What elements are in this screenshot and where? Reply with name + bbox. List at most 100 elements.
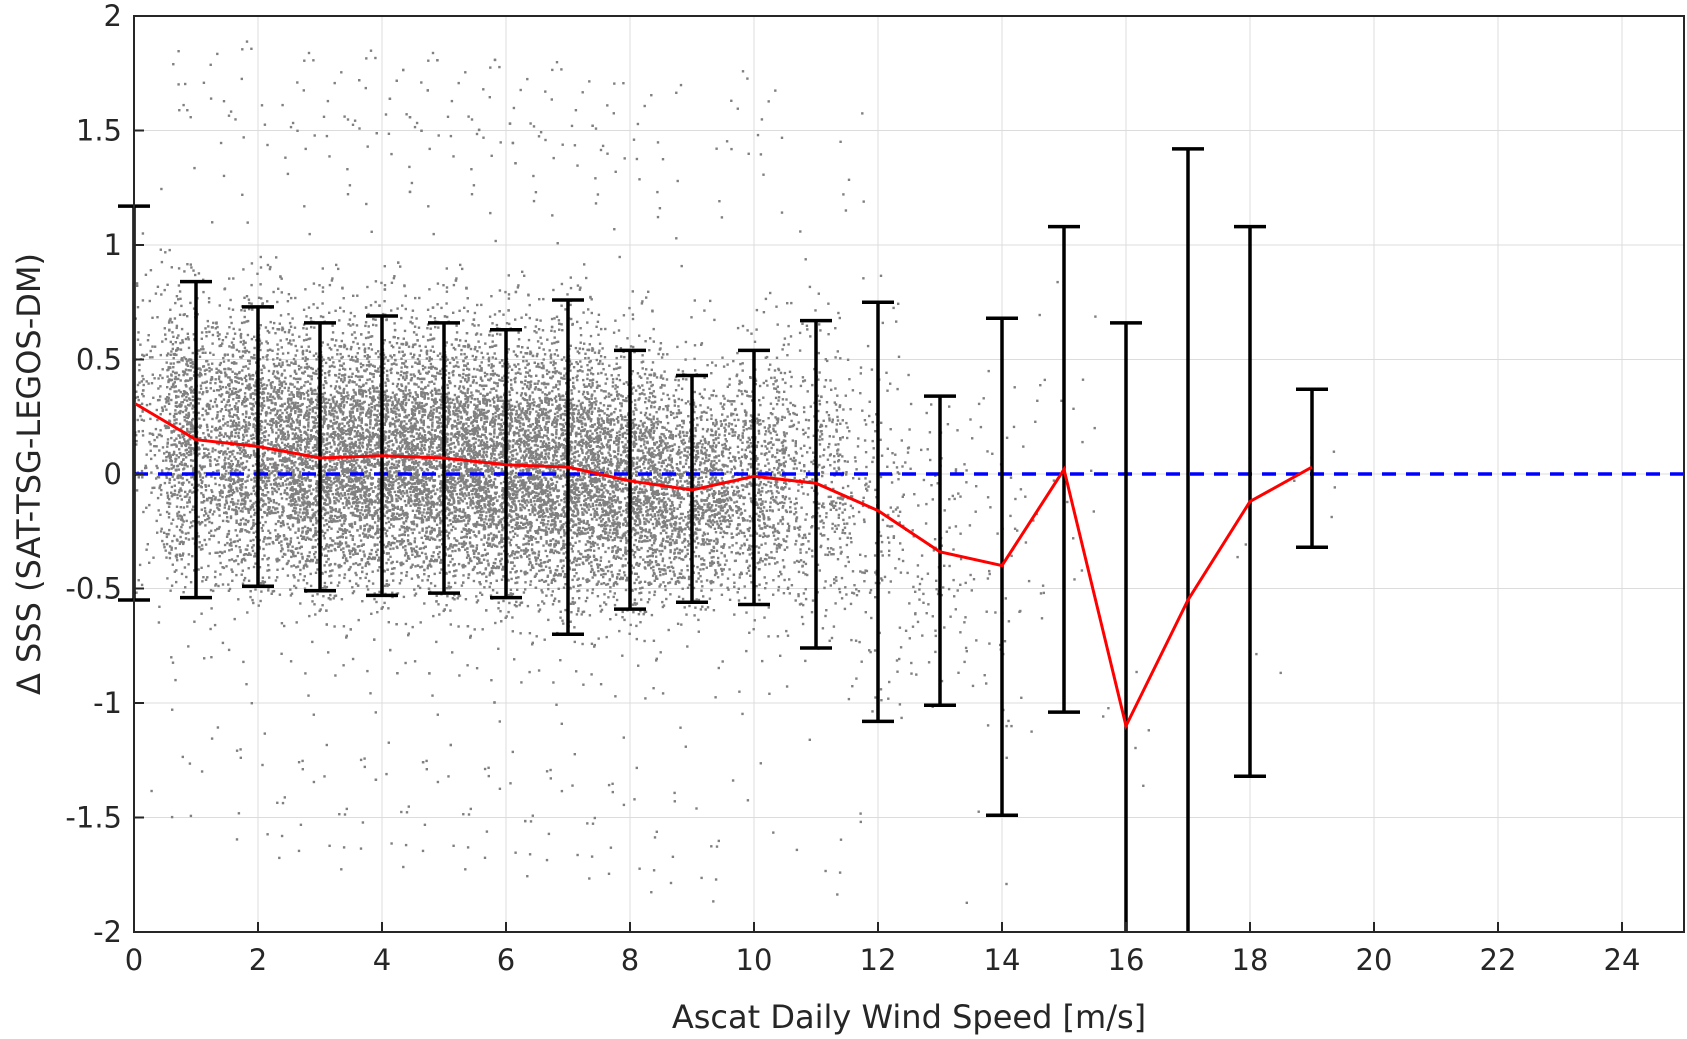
scatter-point [336, 353, 339, 356]
scatter-point [314, 389, 317, 392]
scatter-point [252, 449, 256, 453]
scatter-point [141, 392, 144, 396]
scatter-point [190, 377, 193, 380]
scatter-point [221, 519, 225, 523]
scatter-point [252, 519, 255, 522]
scatter-point [267, 491, 270, 494]
scatter-point [234, 544, 238, 548]
scatter-point [290, 565, 293, 568]
scatter-point [210, 377, 213, 381]
scatter-point [326, 432, 329, 435]
scatter-point [305, 532, 308, 535]
scatter-point [244, 491, 247, 494]
scatter-point [208, 510, 211, 514]
scatter-point [347, 506, 350, 510]
scatter-point [236, 489, 239, 493]
scatter-point [268, 348, 272, 351]
scatter-point [261, 356, 265, 359]
scatter-point [158, 485, 162, 488]
scatter-point [175, 505, 179, 508]
scatter-point [340, 524, 344, 527]
scatter-point [332, 597, 335, 600]
scatter-point [213, 428, 217, 431]
scatter-point [173, 419, 176, 422]
scatter-point [206, 499, 209, 502]
scatter-point [155, 464, 158, 468]
scatter-point [278, 362, 281, 365]
scatter-point [272, 370, 276, 373]
scatter-point [288, 425, 291, 428]
scatter-point [218, 425, 222, 429]
scatter-point [331, 493, 334, 496]
scatter-point [340, 339, 343, 343]
scatter-point [180, 498, 183, 501]
scatter-point [305, 445, 308, 448]
scatter-point [337, 406, 341, 409]
scatter-point [325, 480, 328, 484]
scatter-point [278, 535, 282, 538]
scatter-point [322, 315, 325, 319]
scatter-point [135, 282, 139, 285]
scatter-point [293, 404, 296, 407]
scatter-point [173, 390, 176, 393]
scatter-point [334, 594, 338, 597]
scatter-point [349, 358, 352, 361]
scatter-point [189, 301, 192, 305]
scatter-point [354, 374, 358, 378]
scatter-point [230, 361, 234, 365]
scatter-point [237, 381, 240, 384]
scatter-point [284, 479, 287, 483]
scatter-point [199, 473, 202, 476]
scatter-point [299, 430, 302, 433]
scatter-point [203, 471, 207, 475]
scatter-point [315, 352, 318, 355]
scatter-point [279, 419, 282, 423]
scatter-point [329, 510, 333, 513]
scatter-point [226, 541, 229, 545]
scatter-point [135, 489, 139, 492]
scatter-point [340, 535, 343, 538]
scatter-point [347, 323, 350, 326]
scatter-point [328, 410, 331, 413]
scatter-point [321, 497, 324, 500]
scatter-point [308, 614, 311, 618]
scatter-point [183, 270, 186, 273]
scatter-point [325, 609, 328, 612]
scatter-point [341, 467, 345, 471]
scatter-point [151, 486, 154, 490]
scatter-point [287, 389, 290, 392]
scatter-point [172, 452, 176, 455]
scatter-point [279, 314, 283, 317]
scatter-point [224, 405, 227, 408]
scatter-point [178, 514, 182, 517]
scatter-point [228, 437, 231, 440]
scatter-point [385, 579, 389, 582]
scatter-point [275, 377, 279, 380]
scatter-point [175, 454, 178, 457]
scatter-point [305, 327, 308, 330]
scatter-point [192, 486, 196, 489]
scatter-point [236, 480, 239, 483]
scatter-point [231, 308, 235, 311]
scatter-point [229, 378, 232, 382]
scatter-point [345, 483, 348, 486]
scatter-point [187, 563, 190, 566]
scatter-point [228, 404, 231, 407]
scatter-point [187, 443, 190, 446]
scatter-point [289, 445, 292, 448]
scatter-point [323, 469, 326, 472]
scatter-point [218, 333, 221, 336]
scatter-point [292, 461, 295, 465]
scatter-point [320, 451, 323, 454]
scatter-point [246, 479, 249, 482]
scatter-point [280, 277, 283, 280]
scatter-point [339, 407, 342, 411]
scatter-point [332, 482, 335, 485]
scatter-point [238, 396, 241, 399]
scatter-point [294, 401, 297, 404]
scatter-point [235, 380, 238, 384]
scatter-point [173, 484, 176, 487]
scatter-point [314, 545, 317, 549]
scatter-point [282, 509, 285, 512]
scatter-point [239, 388, 242, 392]
